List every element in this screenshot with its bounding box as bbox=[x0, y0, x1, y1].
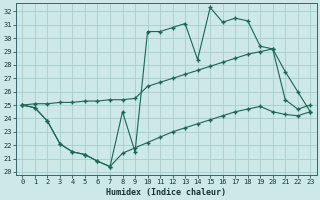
X-axis label: Humidex (Indice chaleur): Humidex (Indice chaleur) bbox=[106, 188, 226, 197]
